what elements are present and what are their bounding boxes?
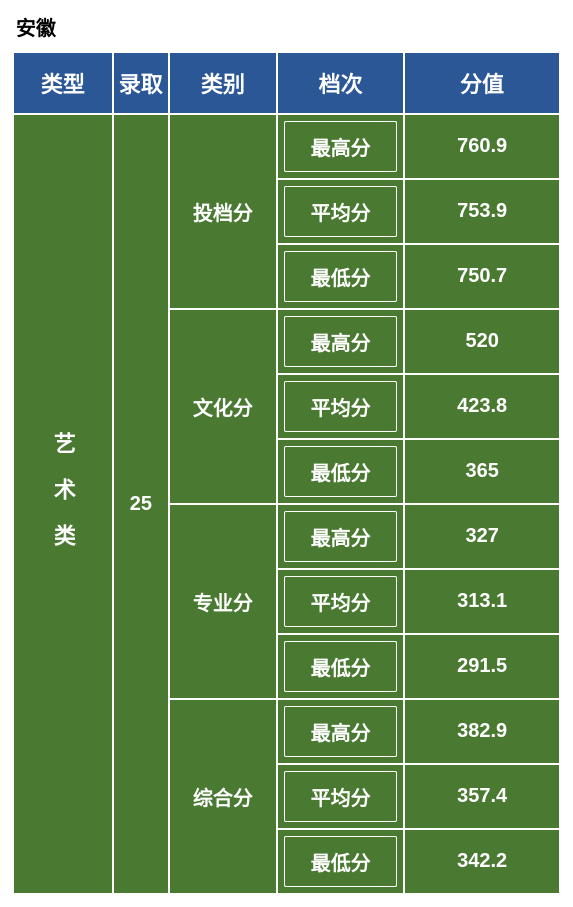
header-tier: 档次	[277, 52, 404, 114]
tier-cell: 最低分	[277, 439, 404, 504]
score-cell: 342.2	[404, 829, 560, 894]
tier-cell: 最高分	[277, 114, 404, 179]
score-cell: 327	[404, 504, 560, 569]
tier-cell: 最低分	[277, 244, 404, 309]
score-cell: 760.9	[404, 114, 560, 179]
tier-cell: 平均分	[277, 569, 404, 634]
tier-cell: 最高分	[277, 309, 404, 374]
tier-cell: 平均分	[277, 374, 404, 439]
header-category: 类别	[169, 52, 277, 114]
score-cell: 753.9	[404, 179, 560, 244]
score-cell: 357.4	[404, 764, 560, 829]
header-admit: 录取	[113, 52, 169, 114]
score-cell: 382.9	[404, 699, 560, 764]
tier-cell: 最低分	[277, 829, 404, 894]
category-cell: 综合分	[169, 699, 277, 894]
tier-cell: 最高分	[277, 504, 404, 569]
category-cell: 投档分	[169, 114, 277, 309]
score-table: 类型 录取 类别 档次 分值 艺术类25投档分最高分760.9平均分753.9最…	[12, 51, 561, 895]
category-cell: 文化分	[169, 309, 277, 504]
header-score: 分值	[404, 52, 560, 114]
tier-cell: 最低分	[277, 634, 404, 699]
score-cell: 365	[404, 439, 560, 504]
table-body: 艺术类25投档分最高分760.9平均分753.9最低分750.7文化分最高分52…	[13, 114, 560, 894]
tier-cell: 平均分	[277, 179, 404, 244]
score-cell: 520	[404, 309, 560, 374]
score-cell: 291.5	[404, 634, 560, 699]
admit-cell: 25	[113, 114, 169, 894]
category-cell: 专业分	[169, 504, 277, 699]
province-title: 安徽	[16, 12, 561, 41]
score-cell: 423.8	[404, 374, 560, 439]
type-cell: 艺术类	[13, 114, 113, 894]
tier-cell: 最高分	[277, 699, 404, 764]
header-type: 类型	[13, 52, 113, 114]
tier-cell: 平均分	[277, 764, 404, 829]
header-row: 类型 录取 类别 档次 分值	[13, 52, 560, 114]
score-cell: 750.7	[404, 244, 560, 309]
score-cell: 313.1	[404, 569, 560, 634]
table-row: 艺术类25投档分最高分760.9	[13, 114, 560, 179]
